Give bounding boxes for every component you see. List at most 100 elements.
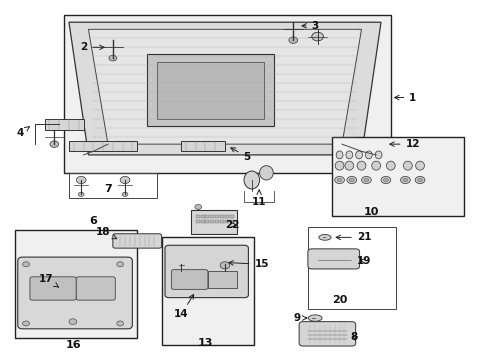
Text: 22: 22	[224, 220, 239, 230]
Circle shape	[69, 319, 77, 324]
Circle shape	[122, 192, 128, 197]
Text: 4: 4	[17, 127, 29, 138]
FancyBboxPatch shape	[113, 234, 161, 248]
Ellipse shape	[356, 161, 365, 170]
Bar	[195, 215, 199, 218]
Circle shape	[363, 178, 368, 182]
Ellipse shape	[335, 151, 342, 159]
Circle shape	[288, 37, 297, 43]
Bar	[331, 137, 463, 216]
Text: 6: 6	[89, 216, 97, 226]
Circle shape	[334, 176, 344, 184]
Polygon shape	[88, 30, 361, 144]
Circle shape	[109, 55, 117, 61]
Text: 1: 1	[394, 93, 415, 103]
Circle shape	[22, 321, 29, 326]
Text: 5: 5	[230, 148, 250, 162]
Text: 11: 11	[251, 190, 266, 207]
Bar	[195, 220, 199, 223]
Ellipse shape	[374, 151, 381, 159]
Ellipse shape	[259, 166, 273, 180]
Circle shape	[311, 32, 323, 41]
Bar	[64, 15, 390, 173]
Bar	[220, 215, 224, 218]
Ellipse shape	[403, 161, 411, 170]
Circle shape	[402, 178, 407, 182]
Ellipse shape	[318, 234, 330, 240]
Ellipse shape	[345, 151, 352, 159]
Bar	[147, 54, 273, 126]
Bar	[200, 220, 204, 223]
Text: 18: 18	[96, 227, 117, 239]
Ellipse shape	[386, 161, 394, 170]
Circle shape	[361, 176, 370, 184]
Text: 13: 13	[198, 338, 213, 348]
Ellipse shape	[365, 151, 371, 159]
Circle shape	[346, 176, 356, 184]
Circle shape	[417, 178, 422, 182]
Circle shape	[117, 321, 123, 326]
Circle shape	[383, 178, 387, 182]
Polygon shape	[181, 140, 224, 151]
Text: 21: 21	[335, 232, 370, 242]
Bar	[15, 230, 137, 338]
Bar	[215, 215, 219, 218]
Polygon shape	[44, 119, 83, 130]
Polygon shape	[69, 22, 380, 155]
Polygon shape	[69, 140, 137, 151]
Circle shape	[336, 178, 341, 182]
Ellipse shape	[371, 161, 380, 170]
Bar	[205, 215, 209, 218]
Circle shape	[400, 176, 409, 184]
FancyBboxPatch shape	[164, 245, 248, 298]
Bar	[224, 215, 228, 218]
Text: 8: 8	[349, 332, 357, 342]
Ellipse shape	[308, 315, 322, 321]
Text: 20: 20	[331, 295, 346, 305]
Bar	[69, 173, 157, 198]
Circle shape	[117, 262, 123, 267]
Bar	[224, 220, 228, 223]
Bar	[205, 220, 209, 223]
FancyBboxPatch shape	[18, 257, 132, 329]
Text: 10: 10	[363, 207, 378, 217]
Bar	[161, 237, 254, 345]
FancyBboxPatch shape	[307, 249, 359, 269]
Circle shape	[220, 262, 229, 269]
Ellipse shape	[415, 161, 424, 170]
Bar	[200, 215, 204, 218]
Text: 12: 12	[389, 139, 419, 149]
Circle shape	[120, 176, 130, 184]
Circle shape	[380, 176, 390, 184]
Text: 19: 19	[356, 256, 370, 266]
FancyBboxPatch shape	[30, 277, 76, 300]
FancyBboxPatch shape	[76, 277, 115, 300]
Bar	[157, 62, 264, 119]
Ellipse shape	[344, 161, 353, 170]
Circle shape	[78, 192, 84, 197]
Text: 15: 15	[228, 259, 268, 269]
Text: 9: 9	[292, 313, 306, 323]
Bar	[229, 220, 233, 223]
Bar	[210, 215, 214, 218]
Circle shape	[22, 262, 29, 267]
Ellipse shape	[334, 161, 343, 170]
Text: 17: 17	[39, 274, 59, 287]
Circle shape	[348, 178, 353, 182]
Bar	[190, 211, 237, 234]
Circle shape	[76, 176, 86, 184]
Bar	[229, 215, 233, 218]
Circle shape	[414, 176, 424, 184]
Bar	[220, 220, 224, 223]
Ellipse shape	[244, 171, 259, 189]
Text: 14: 14	[173, 294, 193, 319]
Ellipse shape	[355, 151, 362, 159]
Bar	[210, 220, 214, 223]
Text: 7: 7	[104, 184, 112, 194]
FancyBboxPatch shape	[171, 270, 207, 289]
Text: 2: 2	[80, 42, 104, 52]
Text: 3: 3	[302, 21, 318, 31]
Circle shape	[194, 204, 201, 210]
Bar	[307, 226, 395, 309]
Circle shape	[50, 141, 59, 147]
